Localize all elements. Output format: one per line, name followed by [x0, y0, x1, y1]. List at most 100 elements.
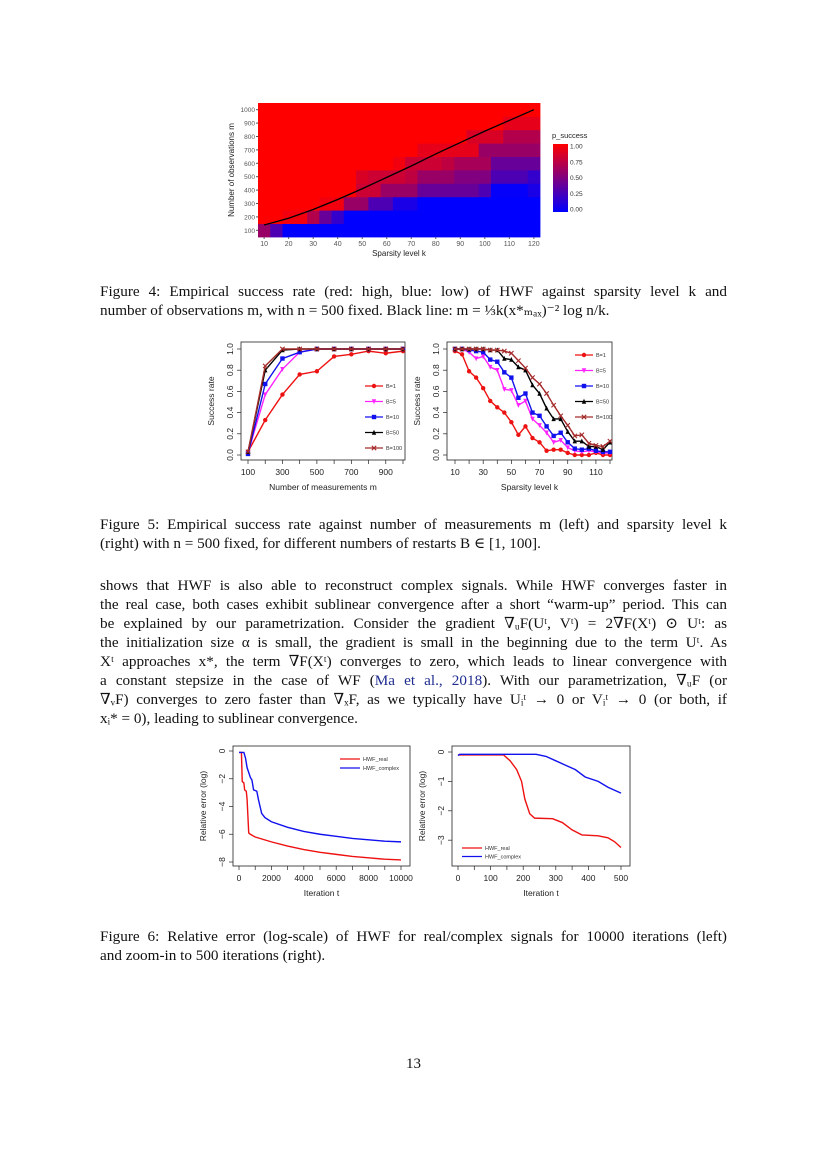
data-point-B=10 [509, 375, 514, 380]
heatmap-cell [454, 223, 467, 238]
heatmap-cell [429, 196, 443, 211]
heatmap-cell [490, 183, 504, 198]
heatmap-cell [429, 170, 443, 184]
figure4-caption-line: number of observations m, with n = 500 f… [100, 302, 610, 319]
data-point-B=50 [558, 416, 563, 422]
heatmap-cell [490, 103, 504, 117]
data-point-B=100 [508, 350, 514, 356]
heatmap-cell [527, 116, 541, 131]
heatmap-cell [392, 210, 406, 224]
heatmap-cell [331, 103, 345, 117]
data-point-B=1 [459, 352, 465, 357]
heatmap-cell [258, 210, 271, 224]
data-point-B=50 [509, 356, 514, 362]
heatmap-cell [441, 223, 455, 238]
heatmap-cell [294, 156, 308, 171]
x-tick-label: 2000 [262, 873, 281, 883]
data-point-B=1 [530, 435, 535, 441]
heatmap-cell [258, 156, 271, 171]
heatmap-cell [429, 116, 443, 131]
x-tick-label: 30 [309, 241, 317, 248]
heatmap-cell [258, 183, 271, 198]
heatmap-cell [478, 183, 492, 198]
data-point-B=100 [383, 346, 389, 352]
data-point-B=5 [523, 398, 528, 404]
data-point-B=10 [579, 447, 585, 452]
y-tick-label: 700 [244, 147, 255, 154]
heatmap-cell [405, 103, 418, 117]
y-tick-label: 300 [244, 201, 255, 208]
heatmap-cell [343, 223, 357, 238]
heatmap-cell [282, 210, 296, 224]
data-point-B=100 [279, 346, 286, 352]
heatmap-cell [392, 103, 406, 117]
legend-marker [581, 398, 587, 404]
heatmap-cell [429, 129, 443, 144]
paragraph-line: the initialization size α is small, the … [100, 634, 727, 651]
x-tick-label: 30 [478, 467, 488, 477]
data-point-B=1 [586, 452, 592, 458]
heatmap-cell [356, 156, 369, 171]
heatmap-cell [441, 103, 455, 117]
data-point-B=100 [501, 348, 507, 354]
heatmap-cell [331, 183, 345, 198]
data-point-B=10 [480, 349, 486, 355]
heatmap-cell [343, 103, 357, 117]
heatmap-cell [270, 143, 283, 157]
data-point-B=50 [565, 428, 570, 434]
x-tick-label: 500 [614, 873, 628, 883]
data-point-B=100 [262, 363, 268, 369]
citation-link[interactable]: Ma et al., 2018 [374, 672, 483, 689]
legend-label: B=50 [386, 431, 399, 437]
heatmap-cell [294, 129, 308, 144]
series-line-HWF_complex [457, 753, 622, 794]
heatmap-cell [331, 210, 345, 224]
heatmap-cell [527, 196, 541, 211]
data-point-B=10 [572, 446, 577, 451]
heatmap-cell [429, 143, 443, 157]
data-point-B=1 [579, 452, 585, 458]
legend-label: B=5 [386, 400, 396, 406]
heatmap-cell [417, 116, 431, 131]
paragraph-line: Xᵗ approaches x*, the term ∇F(Xᵗ) conver… [100, 653, 727, 670]
x-tick-label: 50 [507, 467, 517, 477]
heatmap-cell [466, 223, 480, 238]
heatmap-cell [294, 210, 308, 224]
heatmap-cell [368, 129, 382, 144]
figure5-caption-line: (right) with n = 500 fixed, for differen… [100, 535, 541, 552]
data-point-B=5 [509, 388, 514, 394]
x-tick-label: 300 [275, 467, 289, 477]
figure4-caption-line: Figure 4: Empirical success rate (red: h… [100, 283, 727, 300]
heatmap-cell [307, 196, 320, 211]
heatmap-cell [466, 196, 480, 211]
data-point-B=1 [466, 369, 472, 374]
data-point-B=100 [579, 432, 585, 438]
legend-label: B=1 [386, 384, 396, 390]
heatmap-cell [466, 210, 480, 224]
data-point-B=100 [466, 346, 472, 352]
legend-marker [581, 414, 587, 420]
x-tick-label: 400 [581, 873, 595, 883]
heatmap-cell [527, 156, 541, 171]
heatmap-cell [503, 196, 516, 211]
y-tick-label: −2 [436, 806, 446, 816]
plot-frame [240, 341, 406, 461]
heatmap-cell [270, 170, 283, 184]
data-point-B=50 [537, 390, 542, 396]
heatmap-cell [368, 170, 382, 184]
data-point-B=5 [537, 423, 542, 429]
heatmap-cell [405, 223, 418, 238]
legend-label: HWF_complex [363, 766, 399, 772]
heatmap-cell [319, 116, 332, 131]
heatmap-cell [380, 116, 394, 131]
figure5-caption-line: Figure 5: Empirical success rate against… [100, 516, 727, 533]
heatmap-cell [417, 223, 431, 238]
data-point-B=1 [280, 392, 285, 397]
legend-tick-label: 0.50 [570, 175, 583, 182]
heatmap-cell [405, 196, 418, 211]
heatmap-cell [454, 143, 467, 157]
data-point-B=1 [523, 424, 528, 429]
heatmap-cell [356, 103, 369, 117]
data-point-B=5 [544, 430, 549, 436]
heatmap-cell [478, 116, 492, 131]
